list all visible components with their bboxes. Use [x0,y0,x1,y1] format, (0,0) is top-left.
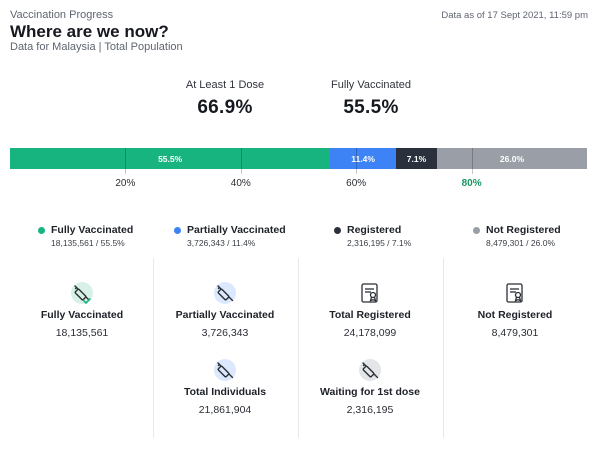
card-label: Fully Vaccinated [40,309,124,321]
tick-line-80 [471,148,473,174]
stat-label: Fully Vaccinated [331,79,411,91]
card-partially-vaccinated: Partially Vaccinated 3,726,343 [152,281,298,339]
card-value: 21,861,904 [198,404,252,416]
legend-label: Not Registered [486,224,561,236]
segment-label: 55.5% [158,153,183,164]
legend-not-registered: Not Registered 8,479,301 / 26.0% [473,224,561,248]
bar-segment-fully-vaccinated[interactable]: 55.5% [10,148,331,169]
legend-dot [473,226,480,234]
card-value: 2,316,195 [346,404,394,416]
legend-fully-vaccinated: Fully Vaccinated 18,135,561 / 55.5% [38,224,133,248]
card-waiting-first-dose: Waiting for 1st dose 2,316,195 [297,358,443,416]
legend-sub: 2,316,195 / 7.1% [347,238,412,248]
card-label: Waiting for 1st dose [320,386,420,398]
legend-sub: 3,726,343 / 11.4% [187,238,256,248]
tick-line-40 [240,148,242,174]
page-title: Where are we now? [10,22,169,41]
card-label: Partially Vaccinated [175,309,275,321]
card-value: 3,726,343 [201,327,249,339]
stat-at-least-one-dose: At Least 1 Dose 66.9% [145,79,305,119]
card-total-individuals: Total Individuals 21,861,904 [152,358,298,416]
legend-registered: Registered 2,316,195 / 7.1% [334,224,411,248]
column-divider [443,258,444,438]
legend-sub: 18,135,561 / 55.5% [51,238,125,248]
card-value: 24,178,099 [343,327,397,339]
tick-label-60: 60% [346,178,367,189]
legend-label: Fully Vaccinated [51,224,134,236]
card-label: Total Individuals [183,386,267,398]
stat-fully-vaccinated: Fully Vaccinated 55.5% [291,79,451,119]
tick-label-40: 40% [230,178,251,189]
syringe-icon [214,359,236,381]
stat-value: 55.5% [343,97,399,118]
card-value: 8,479,301 [491,327,539,339]
column-divider [298,258,299,438]
card-label: Total Registered [329,309,411,321]
segment-label: 7.1% [406,153,427,164]
segment-label: 26.0% [499,153,525,164]
card-fully-vaccinated: Fully Vaccinated 18,135,561 [9,281,155,339]
certificate-icon [361,283,378,303]
bar-segment-partially-vaccinated[interactable]: 11.4% [330,148,396,169]
syringe-icon [359,359,381,381]
card-label: Not Registered [477,309,553,321]
legend-partially-vaccinated: Partially Vaccinated 3,726,343 / 11.4% [174,224,286,248]
card-total-registered: Total Registered 24,178,099 [297,281,443,339]
bar-segment-not-registered[interactable]: 26.0% [436,148,587,169]
card-not-registered: Not Registered 8,479,301 [442,281,588,339]
legend-dot [334,226,341,234]
certificate-icon [506,283,523,303]
tick-label-20: 20% [115,178,136,189]
card-value: 18,135,561 [55,327,109,339]
section-kicker: Vaccination Progress [10,9,114,21]
syringe-icon [214,282,236,304]
legend-label: Registered [347,224,402,236]
tick-label-80: 80% [461,178,482,189]
legend-sub: 8,479,301 / 26.0% [486,238,556,248]
page-subtitle: Data for Malaysia | Total Population [10,41,183,53]
stat-label: At Least 1 Dose [185,79,265,91]
legend-dot [174,226,181,234]
data-timestamp: Data as of 17 Sept 2021, 11:59 pm [441,10,588,21]
tick-line-20 [125,148,127,174]
segment-label: 11.4% [351,153,375,164]
stat-value: 66.9% [197,97,253,118]
column-divider [153,258,154,438]
tick-line-60 [356,148,358,174]
legend-dot [38,226,45,234]
bar-segment-registered[interactable]: 7.1% [396,148,437,169]
syringe-check-icon [71,282,93,305]
legend-label: Partially Vaccinated [187,224,286,236]
vaccination-progress-bar: 55.5% 11.4% 7.1% 26.0% [10,148,587,169]
